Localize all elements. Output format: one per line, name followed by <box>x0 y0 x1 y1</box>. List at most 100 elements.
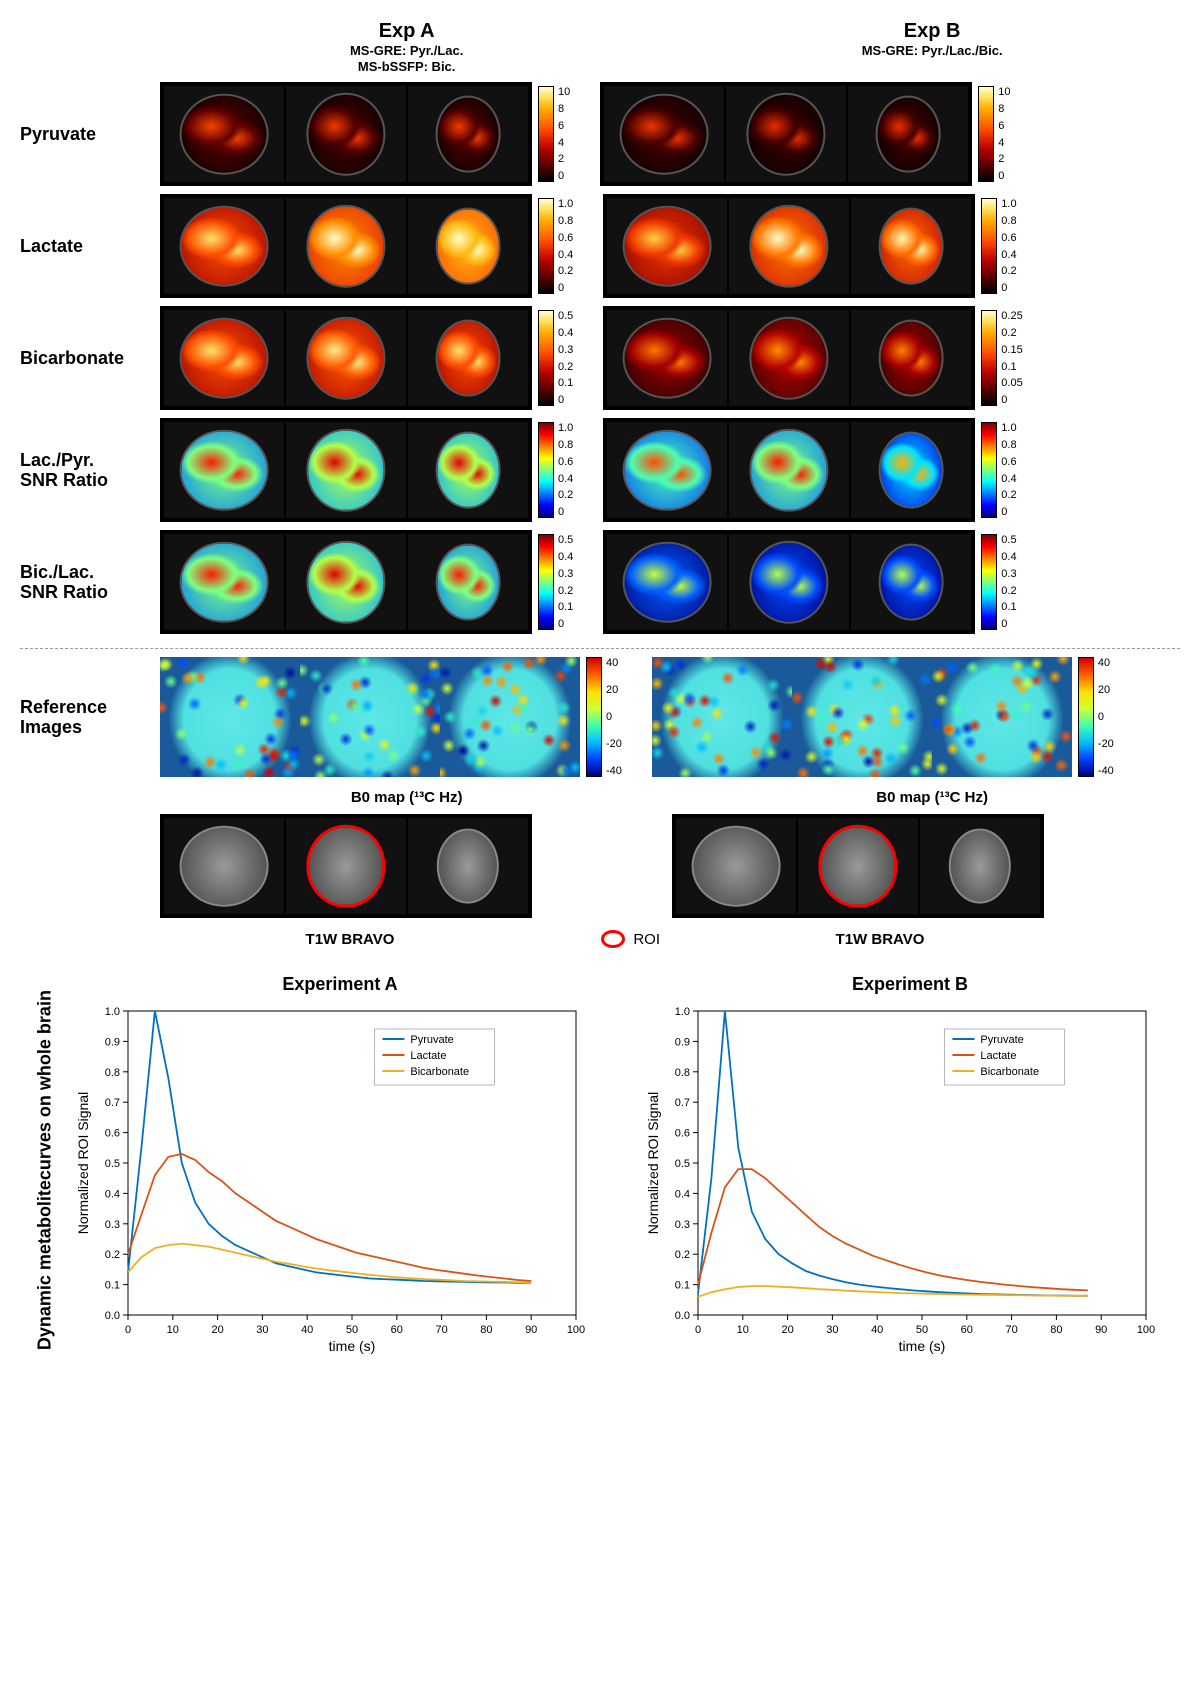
exp-a-sub1: MS-GRE: Pyr./Lac. <box>159 43 655 59</box>
exp-b-header: Exp B MS-GRE: Pyr./Lac./Bic. <box>684 20 1180 74</box>
cbar-tick: 10 <box>998 86 1010 98</box>
cbar-tick: 0.6 <box>558 232 573 244</box>
brain-slice <box>164 86 284 182</box>
cbar-tick: 40 <box>606 657 622 669</box>
chart-a-svg: 01020304050607080901000.00.10.20.30.40.5… <box>70 1001 590 1361</box>
svg-text:0.0: 0.0 <box>105 1310 120 1322</box>
cbar-tick: 0.15 <box>1001 344 1022 356</box>
cbar-tick: 1.0 <box>558 198 573 210</box>
cbar-tick: 20 <box>1098 684 1114 696</box>
cbar-tick: 0 <box>558 170 570 182</box>
cbar-tick: 6 <box>558 120 570 132</box>
cbar-tick: 0 <box>558 282 573 294</box>
reference-panel-a: 40200-20-40 <box>160 657 622 777</box>
svg-text:0.3: 0.3 <box>105 1219 120 1231</box>
section-divider <box>20 648 1180 649</box>
colorbar-labels: 1.00.80.60.40.20 <box>558 198 573 294</box>
colorbar <box>538 86 554 182</box>
colorbar <box>981 310 997 406</box>
svg-text:0.2: 0.2 <box>675 1249 690 1261</box>
row-label-lacpyr: Lac./Pyr.SNR Ratio <box>20 450 160 491</box>
b0map-slice <box>160 657 300 777</box>
colorbar-labels: 1.00.80.60.40.20 <box>558 422 573 518</box>
cbar-tick: 0.3 <box>1001 568 1016 580</box>
colorbar <box>538 310 554 406</box>
svg-text:100: 100 <box>567 1324 585 1336</box>
row-label-bicarbonate: Bicarbonate <box>20 348 160 369</box>
colorbar <box>538 422 554 518</box>
t1w-slice <box>920 818 1040 914</box>
cbar-tick: 0.5 <box>1001 534 1016 546</box>
colorbar <box>538 534 554 630</box>
brain-slice <box>729 310 849 406</box>
svg-text:0.3: 0.3 <box>675 1219 690 1231</box>
bicarbonate-panel-b: 0.250.20.150.10.050 <box>603 306 1022 410</box>
b0map-slice <box>792 657 932 777</box>
svg-text:0.6: 0.6 <box>105 1128 120 1140</box>
cbar-tick: 0.1 <box>558 377 573 389</box>
brain-slice <box>607 534 727 630</box>
cbar-tick: 0.4 <box>558 473 573 485</box>
brain-slice <box>851 198 971 294</box>
t1w-caption-a: T1W BRAVO <box>160 931 540 948</box>
svg-text:90: 90 <box>1095 1324 1107 1336</box>
brain-slice <box>729 198 849 294</box>
reference-row: ReferenceImages 40200-20-40 40200-20-40 <box>20 657 1180 777</box>
svg-text:Pyruvate: Pyruvate <box>980 1034 1023 1046</box>
svg-text:10: 10 <box>167 1324 179 1336</box>
chart-b-svg: 01020304050607080901000.00.10.20.30.40.5… <box>640 1001 1160 1361</box>
cbar-tick: 0.6 <box>558 456 573 468</box>
cbar-tick: 0 <box>1001 394 1022 406</box>
lacpyr-row: Lac./Pyr.SNR Ratio1.00.80.60.40.201.00.8… <box>20 418 1180 522</box>
cbar-tick: -20 <box>1098 738 1114 750</box>
biclac-row: Bic./Lac.SNR Ratio0.50.40.30.20.100.50.4… <box>20 530 1180 634</box>
svg-text:1.0: 1.0 <box>675 1006 690 1018</box>
chart-experiment-b: Experiment B 01020304050607080901000.00.… <box>640 974 1180 1366</box>
t1w-panel-a <box>160 814 532 918</box>
brain-slice <box>848 86 968 182</box>
pyruvate-panel-a: 1086420 <box>160 82 570 186</box>
chart-experiment-a: Experiment A 01020304050607080901000.00.… <box>70 974 610 1366</box>
brain-slice <box>286 310 406 406</box>
svg-text:Lactate: Lactate <box>980 1050 1016 1062</box>
brain-slice <box>726 86 846 182</box>
cbar-tick: 0.3 <box>558 568 573 580</box>
cbar-tick: 0.5 <box>558 310 573 322</box>
cbar-tick: 0.2 <box>1001 489 1016 501</box>
cbar-tick: 0 <box>1001 506 1016 518</box>
svg-text:1.0: 1.0 <box>105 1006 120 1018</box>
svg-text:Normalized ROI Signal: Normalized ROI Signal <box>75 1092 91 1234</box>
b0map-caption-a: B0 map (¹³C Hz) <box>159 789 655 806</box>
cbar-tick: 0.25 <box>1001 310 1022 322</box>
b0map-slice <box>440 657 580 777</box>
cbar-tick: -40 <box>1098 765 1114 777</box>
charts-section: Dynamic metabolitecurves on whole brain … <box>20 974 1180 1366</box>
cbar-tick: 0.2 <box>1001 265 1016 277</box>
svg-text:0.0: 0.0 <box>675 1310 690 1322</box>
svg-text:70: 70 <box>1005 1324 1017 1336</box>
experiment-headers: Exp A MS-GRE: Pyr./Lac. MS-bSSFP: Bic. E… <box>20 20 1180 74</box>
brain-slice <box>164 310 284 406</box>
svg-text:70: 70 <box>435 1324 447 1336</box>
svg-text:0.8: 0.8 <box>675 1067 690 1079</box>
exp-a-sub2: MS-bSSFP: Bic. <box>159 59 655 75</box>
cbar-tick: 0 <box>1001 618 1016 630</box>
cbar-tick: 0.4 <box>1001 249 1016 261</box>
cbar-tick: 40 <box>1098 657 1114 669</box>
svg-text:0.2: 0.2 <box>105 1249 120 1261</box>
roi-label: ROI <box>633 931 660 948</box>
cbar-tick: 0 <box>606 711 622 723</box>
cbar-tick: 0.4 <box>558 551 573 563</box>
svg-text:50: 50 <box>916 1324 928 1336</box>
brain-slice <box>851 422 971 518</box>
pyruvate-row: Pyruvate10864201086420 <box>20 82 1180 186</box>
colorbar-labels: 0.50.40.30.20.10 <box>558 534 573 630</box>
cbar-tick: 0.2 <box>1001 327 1022 339</box>
brain-slice <box>729 534 849 630</box>
cbar-tick: 10 <box>558 86 570 98</box>
cbar-tick: 0.4 <box>558 327 573 339</box>
svg-text:40: 40 <box>871 1324 883 1336</box>
cbar-tick: 0.8 <box>558 439 573 451</box>
brain-slice <box>408 198 528 294</box>
colorbar-labels: 0.50.40.30.20.10 <box>1001 534 1016 630</box>
